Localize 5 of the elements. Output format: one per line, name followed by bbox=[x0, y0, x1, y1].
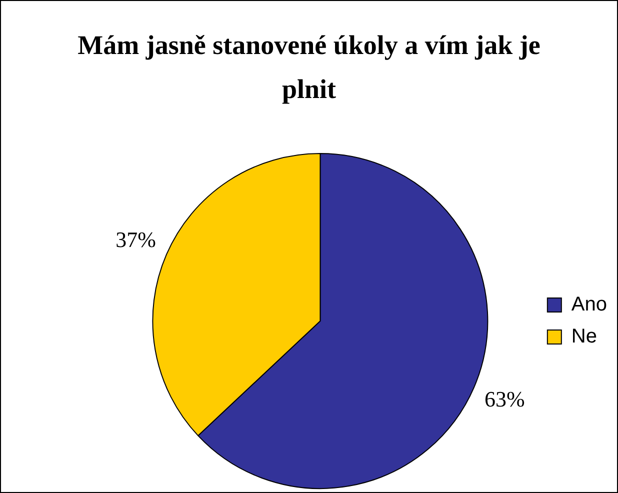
data-label: 37% bbox=[116, 226, 156, 252]
legend-label: Ne bbox=[571, 326, 597, 348]
legend-label: Ano bbox=[571, 294, 608, 316]
chart-title: Mám jasně stanovené úkoly a vím jak je plnit bbox=[76, 29, 542, 106]
data-label: 63% bbox=[484, 386, 525, 412]
